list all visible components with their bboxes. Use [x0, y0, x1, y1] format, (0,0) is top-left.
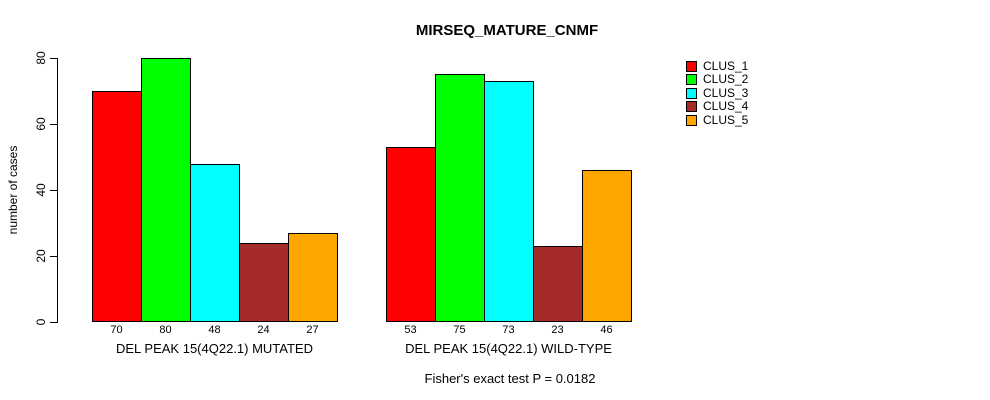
bar-clus_2-group2 [435, 74, 485, 322]
legend-label: CLUS_3 [703, 85, 749, 100]
y-axis-line [57, 58, 58, 323]
legend: CLUS_1 CLUS_2 CLUS_3 CLUS_4 CLUS_5 [686, 59, 749, 128]
y-tick-label: 20 [34, 249, 48, 263]
y-axis-label: number of cases [6, 145, 20, 235]
bar-clus_4-group2 [533, 246, 583, 322]
legend-label: CLUS_4 [703, 99, 749, 114]
fisher-annotation: Fisher's exact test P = 0.0182 [424, 371, 596, 386]
y-tick-label: 40 [34, 183, 48, 197]
bar-clus_1-group1 [92, 91, 142, 322]
bar-value-label: 48 [208, 324, 221, 336]
y-tick-label: 80 [34, 51, 48, 65]
bar-value-label: 46 [600, 324, 613, 336]
legend-swatch [686, 101, 697, 113]
bar-clus_3-group2 [484, 81, 534, 322]
legend-item: CLUS_4 [686, 99, 749, 114]
bar-value-label: 27 [306, 324, 319, 336]
x-group-label: DEL PEAK 15(4Q22.1) WILD-TYPE [405, 341, 612, 356]
chart-title: MIRSEQ_MATURE_CNMF [415, 22, 599, 39]
y-tick-mark [50, 321, 57, 323]
y-tick-mark [50, 255, 57, 257]
bar-value-label: 24 [257, 324, 270, 336]
legend-label: CLUS_5 [703, 112, 749, 127]
bar-clus_1-group2 [386, 147, 436, 322]
bar-value-label: 70 [110, 324, 123, 336]
legend-swatch [686, 114, 697, 126]
legend-swatch [686, 87, 697, 99]
y-tick-label: 60 [34, 117, 48, 131]
x-group-label: DEL PEAK 15(4Q22.1) MUTATED [116, 341, 313, 356]
legend-item: CLUS_1 [686, 59, 749, 73]
legend-item: CLUS_3 [686, 85, 749, 100]
bar-clus_4-group1 [239, 243, 289, 322]
y-tick-label: 0 [34, 318, 48, 326]
legend-item: CLUS_2 [686, 72, 749, 87]
bar-value-label: 73 [502, 324, 515, 336]
y-tick-mark [50, 123, 57, 125]
bar-value-label: 23 [551, 324, 564, 336]
legend-item: CLUS_5 [686, 112, 749, 127]
bar-clus_3-group1 [190, 164, 240, 322]
legend-label: CLUS_2 [703, 72, 749, 87]
legend-swatch [686, 61, 697, 72]
bar-value-label: 80 [159, 324, 172, 336]
y-tick-mark [50, 189, 57, 191]
bar-clus_5-group2 [582, 170, 632, 322]
y-tick-mark [50, 57, 57, 59]
bar-clus_5-group1 [288, 233, 338, 322]
bar-clus_2-group1 [141, 58, 191, 322]
legend-label: CLUS_1 [703, 59, 749, 73]
bar-value-label: 75 [453, 324, 466, 336]
bar-value-label: 53 [404, 324, 417, 336]
legend-swatch [686, 74, 697, 86]
